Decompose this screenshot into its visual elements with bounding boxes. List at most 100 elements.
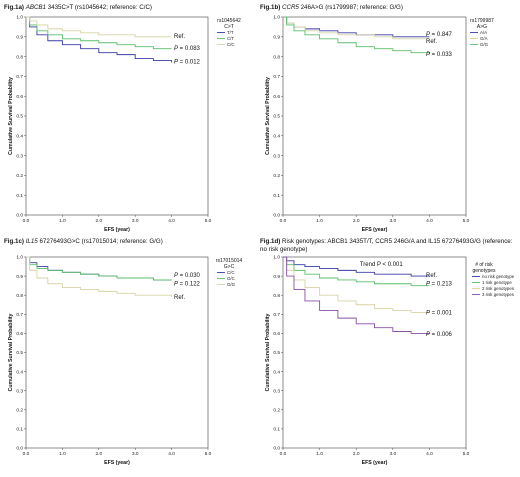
x-tick-label: 1.0 [316,451,323,457]
p-value-annotation: Ref. [426,39,437,45]
y-tick-label: 0.0 [16,213,23,219]
trend-annotation: Trend P < 0.001 [360,262,404,268]
series-line-2 [26,256,173,298]
y-tick-label: 0.3 [16,388,23,394]
x-tick-label: 0.0 [280,218,287,224]
y-tick-label: 0.6 [273,94,280,100]
x-tick-label: 3.0 [132,451,139,457]
y-tick-label: 0.5 [16,114,23,120]
legend-entry: no risk genotype [482,274,515,279]
y-tick-label: 0.9 [273,274,280,280]
legend-entry: 2 risk genotypes [482,286,515,291]
series-line-2 [283,16,430,55]
y-tick-label: 0.7 [273,74,280,80]
x-tick-label: 3.0 [389,218,396,224]
y-tick-label: 0.4 [16,369,23,375]
series-line-0 [283,256,430,277]
y-tick-label: 0.6 [16,331,23,337]
panel-d-title: Fig.1d) Risk genotypes: ABCB1 3435T/T, C… [260,238,515,253]
legend-entry: T/T [227,30,234,35]
y-tick-label: 1.0 [273,255,280,261]
legend-title: # of risk [475,262,493,268]
y-tick-label: 0.8 [16,293,23,299]
y-tick-label: 0.4 [16,134,23,140]
legend-title: rs17015014 [216,258,243,264]
x-tick-label: 2.0 [95,218,102,224]
p-value-annotation: P = 0.213 [426,282,453,288]
legend-entry: G/G [480,42,489,47]
legend-entry: G/C [227,276,235,281]
p-value-annotation: P = 0.006 [426,332,453,338]
p-value-annotation: P = 0.030 [174,273,201,279]
legend-subtitle: genotypes [472,268,496,274]
y-tick-label: 0.5 [273,350,280,356]
legend-entry: 3 risk genotypes [482,292,515,297]
y-tick-label: 0.4 [273,134,280,140]
panel-a-gene: ABCB1 [25,4,46,11]
legend-entry: C/C [227,270,235,275]
p-value-annotation: Ref. [426,273,437,279]
y-tick-label: 1.0 [16,15,23,21]
y-tick-label: 0.8 [273,293,280,299]
y-tick-label: 0.3 [273,388,280,394]
legend-entry: C/T [227,36,234,41]
panel-d-label: Fig.1d) [260,238,281,245]
x-tick-label: 4.0 [168,451,175,457]
x-tick-label: 1.0 [59,218,66,224]
p-value-annotation: P = 0.083 [174,46,201,52]
y-tick-label: 1.0 [16,255,23,261]
y-axis-label: Cumulative Survival Probability [265,313,271,391]
y-tick-label: 0.7 [16,312,23,318]
y-tick-label: 0.2 [273,173,280,179]
y-tick-label: 0.0 [273,213,280,219]
x-tick-label: 0.0 [23,451,30,457]
y-tick-label: 0.7 [16,74,23,80]
p-value-annotation: Ref. [174,295,185,301]
y-tick-label: 0.4 [273,369,280,375]
y-axis-label: Cumulative Survival Probability [8,313,14,391]
panel-b-gene: CCR5 [282,4,299,11]
x-tick-label: 3.0 [132,218,139,224]
y-tick-label: 0.3 [16,153,23,159]
y-tick-label: 0.1 [273,427,280,433]
y-tick-label: 1.0 [273,15,280,21]
legend-entry: 1 risk genotype [482,280,512,285]
x-tick-label: 2.0 [353,451,360,457]
panel-a-label: Fig.1a) [4,4,24,11]
legend-title: rs1799987 [470,18,494,24]
x-tick-label: 1.0 [316,218,323,224]
y-tick-label: 0.0 [273,446,280,452]
p-value-annotation: P = 0.012 [174,60,201,66]
y-tick-label: 0.2 [273,408,280,414]
x-tick-label: 4.0 [426,218,433,224]
y-tick-label: 0.1 [273,193,280,199]
y-tick-label: 0.9 [273,35,280,41]
y-tick-label: 0.7 [273,312,280,318]
legend-entry: C/C [227,42,235,47]
panel-d-title-rest: Risk genotypes: ABCB1 3435T/T, CCR5 246G… [260,238,513,253]
x-axis-label: EFS (year) [104,460,130,466]
legend-entry: A/A [480,30,487,35]
y-axis-label: Cumulative Survival Probability [8,77,14,155]
p-value-annotation: P = 0.033 [426,52,453,58]
p-value-annotation: P = 0.001 [426,310,453,316]
series-line-2 [283,256,430,313]
x-tick-label: 5.0 [463,218,470,224]
y-tick-label: 0.3 [273,153,280,159]
y-tick-label: 0.6 [273,331,280,337]
series-line-1 [283,16,430,40]
legend-subtitle: G>C [224,264,235,270]
panel-c-title: Fig.1c) IL15 67276493G>C (rs17015014; re… [4,238,163,246]
panel-c-label: Fig.1c) [4,238,24,245]
x-tick-label: 2.0 [353,218,360,224]
x-tick-label: 1.0 [59,451,66,457]
y-tick-label: 0.1 [16,427,23,433]
x-tick-label: 3.0 [389,451,396,457]
x-tick-label: 5.0 [463,451,470,457]
x-tick-label: 0.0 [280,451,287,457]
y-tick-label: 0.2 [16,408,23,414]
x-axis-label: EFS (year) [104,227,130,233]
